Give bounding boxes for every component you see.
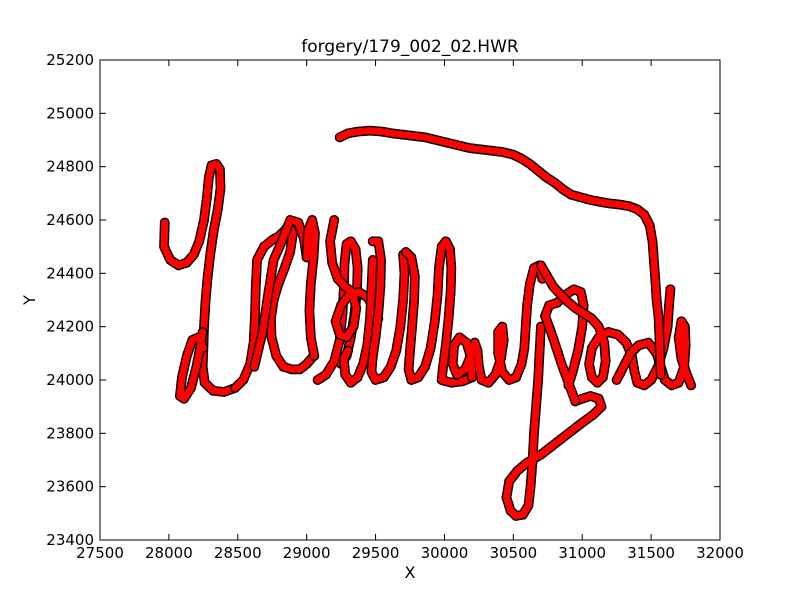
y-tick-label: 24000 (46, 371, 94, 389)
stroke-line (505, 326, 603, 517)
y-tick-label: 24200 (46, 318, 94, 336)
x-tick-label: 28000 (145, 544, 193, 562)
x-tick-label: 29000 (283, 544, 331, 562)
data-point (687, 381, 695, 389)
x-tick-label: 30000 (421, 544, 469, 562)
x-tick-label: 30500 (489, 544, 537, 562)
x-tick-label: 31000 (558, 544, 606, 562)
y-tick-label: 25200 (46, 51, 94, 69)
y-axis-title: Y (20, 295, 39, 306)
y-tick-label: 24800 (46, 158, 94, 176)
y-tick-label: 24600 (46, 211, 94, 229)
x-axis-title: X (405, 563, 416, 582)
stroke-line (253, 219, 308, 367)
x-tick-label: 29500 (352, 544, 400, 562)
chart-title: forgery/179_002_02.HWR (301, 37, 519, 57)
x-tick-label: 28500 (214, 544, 262, 562)
stroke-line (616, 319, 692, 386)
stroke-line (405, 240, 473, 384)
stroke-line (306, 218, 316, 357)
x-tick-label: 27500 (76, 544, 124, 562)
stroke-line (339, 130, 662, 375)
stroke-line (370, 240, 405, 381)
stroke-line (179, 331, 204, 400)
x-tick-label: 32000 (696, 544, 744, 562)
stroke-line (234, 224, 314, 389)
y-tick-label: 25000 (46, 104, 94, 122)
stroke-line (452, 264, 543, 384)
stroke-line (540, 265, 671, 386)
y-axis: 23400 23600 23800 24000 24200 24400 24600 24800… (46, 51, 720, 549)
y-tick-label: 23800 (46, 424, 94, 442)
stroke-line (163, 163, 236, 393)
stroke-line (343, 259, 374, 384)
stroke-line (329, 219, 379, 338)
y-tick-label: 23600 (46, 478, 94, 496)
y-tick-label: 23400 (46, 531, 94, 549)
y-tick-label: 24400 (46, 264, 94, 282)
x-tick-label: 31500 (627, 544, 675, 562)
x-axis: 27500 28000 28500 29000 29500 30000 30500 31000… (76, 60, 744, 562)
data-marks (159, 125, 697, 521)
plot-frame (99, 59, 721, 541)
